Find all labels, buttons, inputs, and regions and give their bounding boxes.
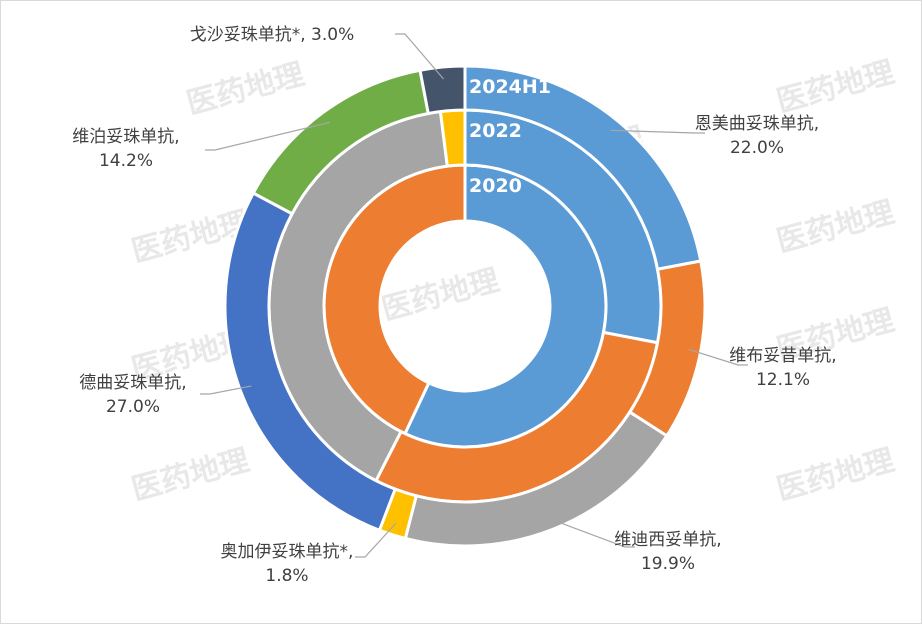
data-label-name: 德曲妥珠单抗, — [79, 373, 186, 393]
data-label-name: 维泊妥珠单抗, — [72, 127, 179, 147]
leader-line — [355, 522, 397, 558]
watermark: 医药地理 — [773, 55, 898, 120]
ring-label-2022: 2022 — [469, 120, 522, 142]
leader-line — [200, 385, 252, 395]
data-label-percent: 27.0% — [106, 397, 160, 417]
data-label-name: 奥加伊妥珠单抗*, — [221, 542, 354, 562]
data-label-percent: 14.2% — [99, 151, 153, 171]
data-label-percent: 19.9% — [641, 554, 695, 574]
data-label-name: 戈沙妥珠单抗*, 3.0% — [190, 25, 355, 45]
ring-year-labels: 2020 2022 2024H1 — [469, 76, 551, 197]
leader-line — [688, 348, 748, 366]
data-label-name: 维布妥昔单抗, — [729, 346, 836, 366]
rings-layer — [223, 64, 707, 548]
ring-label-2024H1: 2024H1 — [469, 76, 551, 98]
data-label-name: 恩美曲妥珠单抗, — [695, 114, 819, 134]
data-labels: 恩美曲妥珠单抗, 22.0% 维布妥昔单抗, 12.1% 维迪西妥单抗, 19.9% 奥加伊… — [72, 25, 836, 586]
data-label-percent: 1.8% — [265, 566, 308, 586]
leader-line — [205, 121, 330, 151]
data-label-percent: 22.0% — [730, 138, 784, 158]
ring-label-2020: 2020 — [469, 175, 522, 197]
slice-2024H1-sacituzumab-govitecan — [418, 64, 467, 116]
watermark: 医药地理 — [378, 263, 503, 328]
data-label-percent: 12.1% — [756, 370, 810, 390]
watermark: 医药地理 — [773, 443, 898, 508]
data-label-name: 维迪西妥单抗, — [614, 530, 721, 550]
leader-lines — [200, 33, 748, 558]
leader-line — [548, 517, 635, 548]
leader-line — [395, 33, 444, 80]
watermark: 医药地理 — [128, 443, 253, 508]
watermark: 医药地理 — [183, 57, 308, 122]
watermark: 医药地理 — [773, 195, 898, 260]
leader-line — [610, 129, 705, 134]
